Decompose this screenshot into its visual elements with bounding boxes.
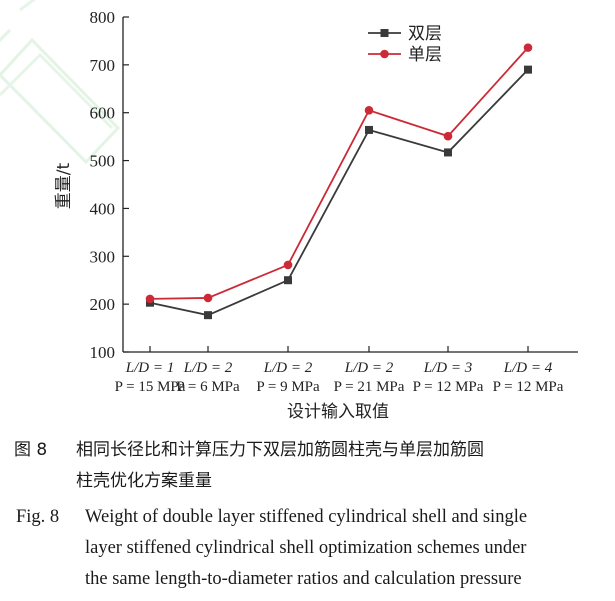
series-line <box>149 69 529 317</box>
legend-label: 单层 <box>408 45 442 65</box>
x-tick-label-pressure: P = 6 MPa <box>176 379 240 395</box>
data-point-circle <box>283 260 293 270</box>
data-point-square <box>524 65 532 74</box>
caption-zh-line: 相同长径比和计算压力下双层加筋圆柱壳与单层加筋圆 <box>76 440 484 460</box>
legend-label: 双层 <box>408 24 442 44</box>
x-tick-label-ratio: L/D = 2 <box>263 360 313 376</box>
series-double-layer <box>146 65 532 320</box>
data-point-square <box>204 311 212 320</box>
y-tick-label: 600 <box>90 104 116 123</box>
caption-text-zh: 相同长径比和计算压力下双层加筋圆柱壳与单层加筋圆 <box>76 435 606 466</box>
data-point-square <box>444 148 452 157</box>
legend-marker-square <box>380 29 389 37</box>
x-axis-ticks: L/D = 1 P = 15 MPa L/D = 2 P = 6 MPa L/D = 2… <box>115 346 564 395</box>
y-axis-ticks: 100 200 300 400 500 600 700 800 <box>90 8 129 362</box>
axes <box>122 17 578 353</box>
caption-en-line: the same length-to-diameter ratios and c… <box>85 569 522 589</box>
x-tick-label-pressure: P = 12 MPa <box>493 379 564 395</box>
figure-number-en: Fig. 8 <box>16 507 60 527</box>
y-tick-label: 200 <box>90 295 116 314</box>
y-tick-label: 300 <box>90 247 116 266</box>
x-tick-label-ratio: L/D = 4 <box>503 360 553 376</box>
figure-number-zh: 图 8 <box>14 440 48 460</box>
series-line <box>149 47 529 300</box>
x-tick-label-ratio: L/D = 2 <box>344 360 394 376</box>
x-tick-label-pressure: P = 15 MPa <box>115 379 186 395</box>
y-tick-label: 500 <box>90 152 116 171</box>
data-point-square <box>284 276 292 285</box>
y-tick-label: 400 <box>90 199 116 218</box>
caption-zh-line: 柱壳优化方案重量 <box>76 471 212 491</box>
weight-line-chart: 100 200 300 400 500 600 700 800 L/D = 1 P = 15 M… <box>0 0 578 422</box>
x-tick-label-ratio: L/D = 1 <box>125 360 174 376</box>
data-point-circle <box>203 293 213 303</box>
series-single-layer <box>145 43 533 304</box>
y-tick-label: 700 <box>90 56 116 75</box>
caption-en-line: Weight of double layer stiffened cylindr… <box>85 507 528 527</box>
x-tick-label-pressure: P = 12 MPa <box>413 379 484 395</box>
x-axis-title: 设计输入取值 <box>287 402 389 422</box>
data-point-square <box>365 125 373 134</box>
data-point-circle <box>364 106 374 115</box>
x-tick-label-ratio: L/D = 2 <box>183 360 233 376</box>
y-tick-label: 100 <box>90 343 116 362</box>
data-point-circle <box>145 294 155 304</box>
series-layer <box>145 43 533 320</box>
background-watermark <box>0 0 121 165</box>
y-tick-label: 800 <box>90 8 116 27</box>
x-tick-label-pressure: P = 9 MPa <box>256 379 320 395</box>
legend-marker-circle <box>380 49 389 59</box>
caption-en-line: layer stiffened cylindrical shell optimi… <box>85 538 527 558</box>
caption-text-en: Weight of double layer stiffened cylindr… <box>85 502 610 595</box>
x-tick-label-pressure: P = 21 MPa <box>334 379 405 395</box>
y-axis-title: 重量/t <box>54 162 74 209</box>
data-point-circle <box>523 43 533 52</box>
x-tick-label-ratio: L/D = 3 <box>423 360 472 376</box>
data-point-circle <box>443 131 453 141</box>
